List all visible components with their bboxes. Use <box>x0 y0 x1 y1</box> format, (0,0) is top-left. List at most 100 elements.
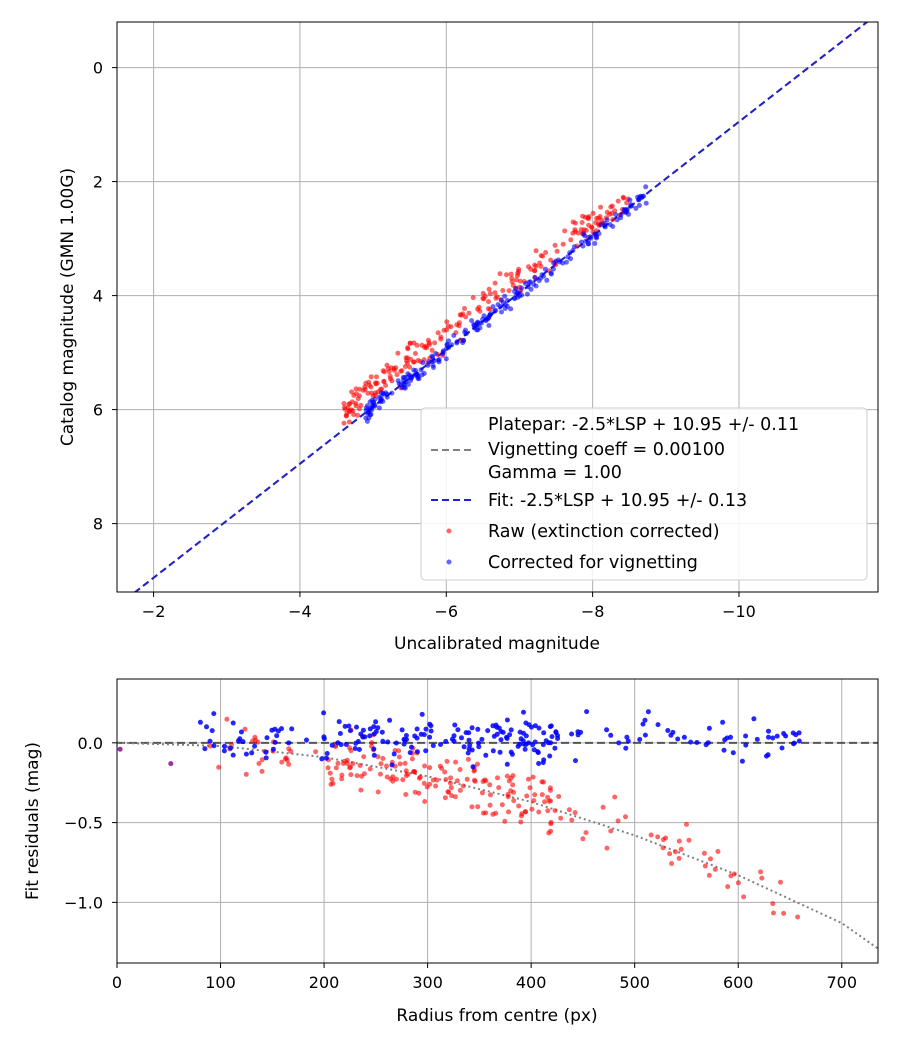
raw-point <box>429 347 435 353</box>
corrected-residual-point <box>552 745 558 751</box>
raw-residual-point <box>518 813 524 819</box>
raw-point <box>579 220 585 225</box>
bottom-x-tick-label: 500 <box>619 973 650 992</box>
raw-point <box>373 380 378 386</box>
corrected-point <box>622 209 628 215</box>
corrected-point <box>368 411 374 417</box>
corrected-residual-point <box>616 740 622 746</box>
raw-residual-point <box>358 787 364 793</box>
corrected-residual-point <box>721 747 727 753</box>
corrected-residual-point <box>263 749 269 755</box>
raw-residual-point <box>516 803 522 809</box>
top-y-axis-label: Catalog magnitude (GMN 1.00G) <box>58 168 78 446</box>
raw-point <box>349 389 355 395</box>
raw-residual-point <box>475 761 480 767</box>
raw-residual-point <box>676 838 682 844</box>
corrected-point <box>449 342 455 348</box>
raw-point <box>607 211 613 217</box>
legend-corrected-marker <box>446 559 452 565</box>
corrected-residual-point <box>645 709 651 715</box>
raw-residual-point <box>526 776 531 782</box>
raw-point <box>462 306 467 311</box>
raw-point <box>427 342 432 348</box>
corrected-point <box>592 241 598 246</box>
raw-point <box>492 290 498 296</box>
raw-residual-point <box>508 788 514 794</box>
corrected-point <box>425 362 431 368</box>
corrected-point <box>436 357 442 362</box>
overlap-residual-point <box>117 746 123 752</box>
legend-box <box>420 407 868 581</box>
top-y-tick-label: 8 <box>93 515 103 534</box>
raw-point <box>407 364 413 370</box>
bottom-y-tick-label: −1.0 <box>64 893 103 912</box>
corrected-point <box>593 235 599 241</box>
raw-residual-point <box>422 799 428 804</box>
corrected-residual-point <box>665 728 671 733</box>
corrected-point <box>497 304 503 310</box>
corrected-point <box>524 291 530 297</box>
corrected-residual-point <box>523 733 529 739</box>
corrected-point <box>413 368 419 373</box>
corrected-point <box>471 322 477 328</box>
corrected-residual-point <box>490 723 496 729</box>
corrected-residual-point <box>459 735 464 741</box>
raw-residual-point <box>545 808 551 814</box>
raw-residual-point <box>421 780 427 786</box>
raw-residual-point <box>735 880 741 886</box>
raw-residual-point <box>396 754 402 760</box>
raw-point <box>379 386 385 392</box>
raw-residual-point <box>403 792 409 797</box>
raw-residual-point <box>400 777 406 783</box>
raw-point <box>374 374 379 380</box>
bottom-ticks: 0 100 200 300 400 500 600 700 0.0 −0.5 −1.0 <box>64 734 857 992</box>
corrected-residual-point <box>521 709 526 715</box>
raw-residual-point <box>475 804 481 810</box>
raw-residual-point <box>539 779 545 785</box>
corrected-residual-point <box>522 746 528 752</box>
corrected-point <box>610 224 616 229</box>
raw-point <box>346 419 352 425</box>
corrected-residual-point <box>319 756 325 762</box>
bottom-x-tick-label: 600 <box>723 973 754 992</box>
raw-point <box>581 227 587 233</box>
raw-residual-point <box>367 766 373 772</box>
corrected-residual-point <box>360 727 366 733</box>
corrected-point <box>444 346 449 352</box>
corrected-residual-point <box>209 728 215 734</box>
corrected-residual-point <box>498 737 504 743</box>
raw-residual-point <box>604 845 610 851</box>
corrected-residual-point <box>211 743 217 749</box>
raw-residual-point <box>388 776 394 782</box>
raw-residual-point <box>380 756 386 761</box>
raw-point <box>353 391 359 397</box>
raw-point <box>383 382 389 388</box>
corrected-residual-point <box>461 744 467 750</box>
corrected-point <box>486 323 492 328</box>
corrected-residual-point <box>355 739 361 744</box>
raw-residual-point <box>488 792 493 798</box>
raw-point <box>624 200 630 206</box>
corrected-residual-point <box>423 726 429 732</box>
raw-residual-point <box>678 846 684 852</box>
corrected-point <box>542 266 548 272</box>
legend-raw-marker <box>446 528 452 534</box>
raw-residual-point <box>427 781 433 787</box>
legend-fit: Fit: -2.5*LSP + 10.95 +/- 0.13 <box>488 491 747 511</box>
legend-corrected: Corrected for vignetting <box>488 553 698 573</box>
corrected-point <box>548 271 554 277</box>
raw-residual-point <box>502 818 508 824</box>
bottom-vignetting-curve <box>117 741 878 950</box>
corrected-residual-point <box>508 727 514 733</box>
corrected-point <box>618 215 624 221</box>
raw-residual-point <box>523 809 528 815</box>
raw-residual-point <box>741 894 747 900</box>
raw-residual-point <box>518 819 524 825</box>
corrected-residual-point <box>235 738 241 744</box>
raw-residual-point <box>397 761 403 767</box>
corrected-residual-point <box>642 717 648 723</box>
raw-point <box>572 220 578 226</box>
corrected-point <box>551 260 557 266</box>
raw-point <box>372 390 378 396</box>
corrected-residual-point <box>367 733 373 739</box>
